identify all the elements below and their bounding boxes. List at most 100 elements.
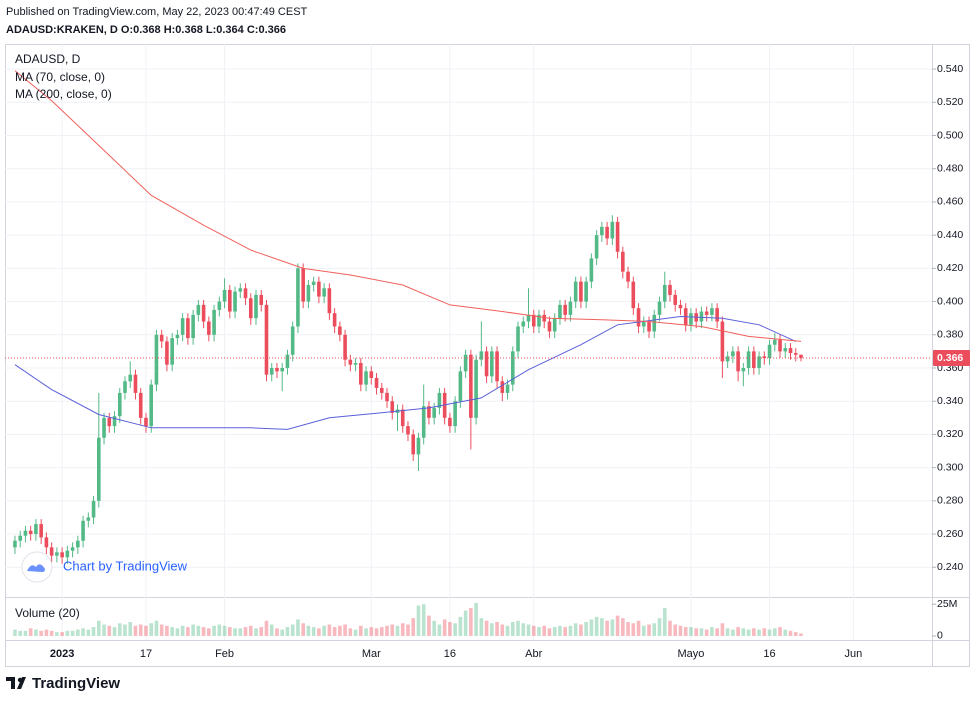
candle-body [715,308,719,322]
candle-body [191,314,195,339]
watermark-text[interactable]: Chart by TradingView [63,558,188,573]
candle-body [678,304,683,309]
candle-body [55,552,59,556]
candle-body [338,326,342,335]
candle-body [196,304,201,315]
volume-bar [579,624,583,636]
volume-bar [180,625,185,636]
volume-bar [647,624,651,636]
x-tick-label: 16 [763,648,775,660]
volume-bar [715,628,719,636]
volume-bar [159,624,164,636]
candle-body [421,406,426,438]
candle-body [81,520,85,541]
moving-average-line [14,70,802,342]
candle-body [594,235,599,259]
candle-body [285,354,290,368]
volume-bar [259,627,264,636]
volume-tick-label: 25M [937,598,957,610]
candle-body [605,226,609,239]
y-tick-label: 0.460 [937,196,963,208]
volume-bar [13,629,17,636]
volume-bar [537,627,541,636]
volume-bar [379,627,384,636]
volume-bar [453,623,457,636]
x-tick-label: Jun [845,648,863,660]
candle-body [91,500,96,518]
candle-body [13,540,17,548]
volume-bar [510,621,515,636]
y-tick-label: 0.520 [937,96,963,108]
candle-body [500,381,505,393]
candle-body [579,281,583,302]
volume-bar [165,625,169,636]
volume-bar [359,625,363,636]
volume-bar [469,608,473,636]
volume-bar [133,625,138,636]
volume-bar [149,623,154,636]
candle-body [552,318,557,332]
volume-bar [374,628,379,636]
symbol-line: ADAUSD:KRAKEN, D O:0.368 H:0.368 L:0.364… [6,24,286,36]
candle-body [490,351,494,377]
volume-bar [97,620,101,636]
last-price-label: 0.366 [937,352,963,364]
volume-bar [683,627,688,636]
y-tick-label: 0.480 [937,162,963,174]
volume-bar [39,630,43,636]
volume-bar [144,625,148,636]
volume-bar [484,620,489,636]
volume-bar [86,629,91,636]
volume-bar [175,628,180,636]
volume-bar [217,624,222,636]
volume-bar [568,625,573,636]
volume-bar [584,621,588,636]
candle-body [736,351,740,372]
volume-bar [500,624,505,636]
candle-body [128,374,133,382]
candle-body [301,268,305,302]
candle-body [547,321,552,332]
x-tick-label: 16 [444,648,456,660]
volume-bar [343,624,347,636]
logo-text[interactable]: TradingView [32,675,120,692]
candle-body [212,309,216,335]
candle-body [767,344,772,359]
candle-body [248,298,253,319]
candle-body [34,524,38,535]
candle-body [175,334,180,339]
candle-body [600,226,604,236]
candle-body [704,311,709,315]
candle-body [385,392,389,402]
volume-bar [495,621,499,636]
candle-body [647,321,651,332]
candle-body [636,308,641,327]
y-tick-label: 0.400 [937,295,963,307]
volume-bar [542,625,547,636]
volume-bar [222,625,227,636]
y-tick-label: 0.320 [937,428,963,440]
volume-bar [107,625,112,636]
candle-body [573,281,578,302]
candle-body [322,288,326,297]
volume-bar [720,623,725,636]
candle-body [657,301,662,315]
candle-body [159,334,164,342]
volume-bar [243,627,248,636]
candle-body [243,288,248,299]
volume-bar [531,625,536,636]
volume-bar [322,625,326,636]
y-tick-label: 0.440 [937,229,963,241]
candle-body [112,416,117,427]
candle-body [165,341,169,365]
candle-body [631,281,636,309]
candle-body [144,417,148,427]
candle-body [783,348,788,352]
candle-body [60,552,64,558]
volume-bar [521,623,526,636]
candle-body [154,334,159,385]
volume-bar [332,627,337,636]
candle-body [537,314,541,327]
candle-body [327,288,332,314]
candle-body [563,304,567,315]
